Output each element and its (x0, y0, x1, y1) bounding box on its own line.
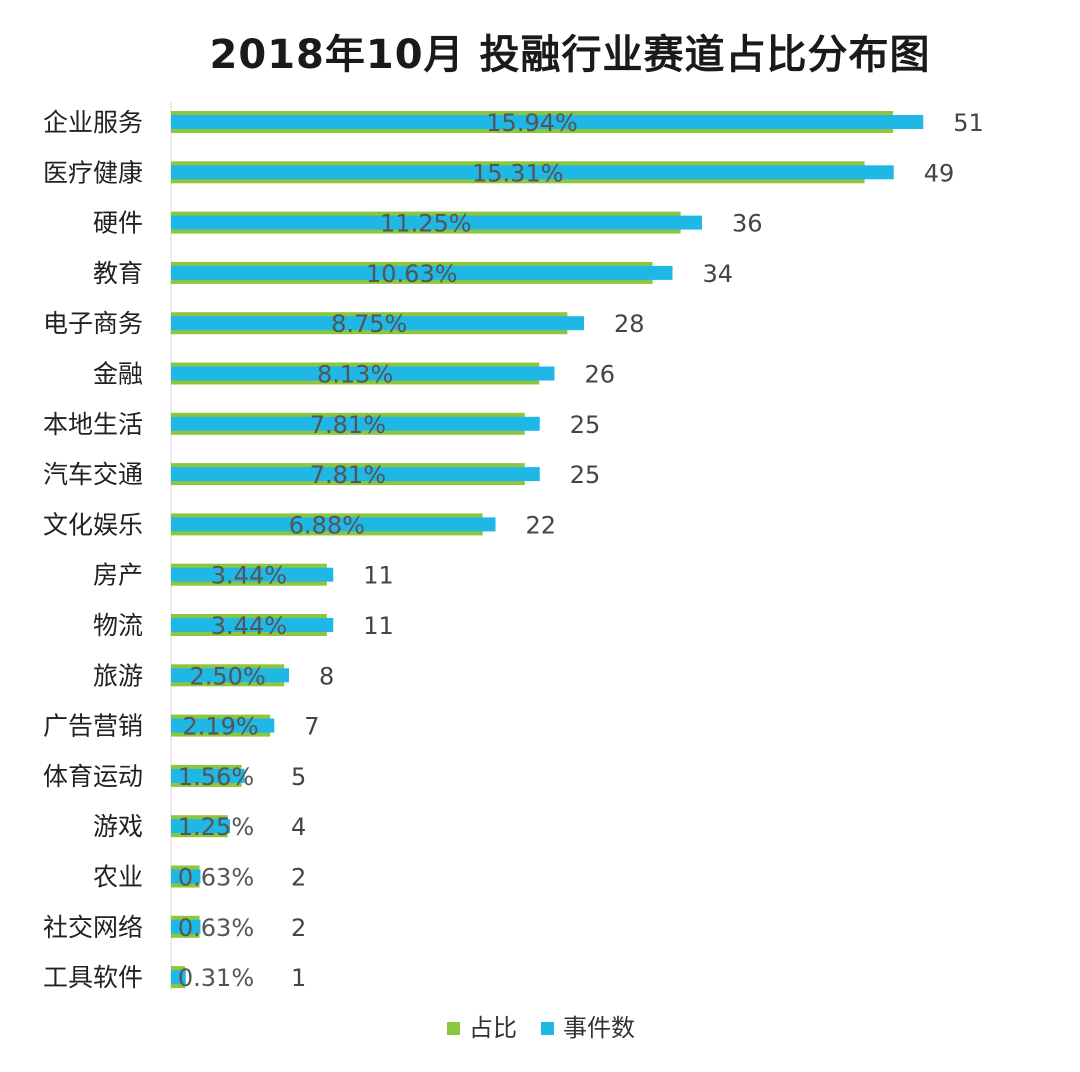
bar-events (171, 316, 584, 331)
events-data-label: 7 (304, 713, 319, 741)
bar-events (171, 416, 540, 431)
chart-title: 2018年10月 投融行业赛道占比分布图 (209, 32, 931, 78)
share-data-label: 0.31% (178, 964, 254, 992)
bar-events (171, 819, 230, 834)
bar-events (171, 919, 201, 934)
category-label: 汽车交通 (43, 460, 143, 489)
category-label: 硬件 (93, 209, 143, 238)
bar-events (171, 265, 673, 280)
category-label: 医疗健康 (43, 158, 143, 187)
bar-events (171, 970, 186, 985)
share-data-label: 10.63% (366, 260, 458, 288)
share-data-label: 0.63% (178, 864, 254, 892)
events-data-label: 51 (953, 109, 984, 137)
category-label: 金融 (93, 360, 143, 389)
category-label: 农业 (93, 863, 143, 892)
share-data-label: 8.13% (317, 361, 393, 389)
bar-events (171, 115, 924, 129)
share-data-label: 15.94% (486, 109, 578, 137)
share-data-label: 1.25% (178, 813, 254, 841)
chart-legend: 占比 事件数 (447, 1014, 635, 1042)
category-label: 企业服务 (43, 108, 143, 137)
legend-swatch (447, 1022, 460, 1035)
category-label: 工具软件 (43, 963, 143, 992)
category-label: 教育 (93, 259, 143, 288)
events-data-label: 2 (291, 914, 306, 942)
events-data-label: 8 (319, 662, 334, 690)
category-label: 游戏 (93, 812, 143, 841)
bar-events (171, 618, 334, 632)
category-label: 物流 (93, 611, 143, 640)
share-data-label: 3.44% (211, 562, 287, 590)
events-data-label: 2 (291, 864, 306, 892)
events-data-label: 25 (570, 411, 601, 439)
events-data-label: 1 (291, 964, 306, 992)
events-data-label: 25 (570, 461, 601, 489)
category-label: 本地生活 (43, 410, 143, 439)
share-data-label: 6.88% (289, 511, 365, 539)
events-data-label: 49 (924, 159, 955, 187)
category-label: 体育运动 (43, 762, 143, 791)
category-label: 社交网络 (43, 913, 143, 942)
share-data-label: 3.44% (211, 612, 287, 640)
legend-label: 占比 (469, 1014, 517, 1042)
bar-events (171, 517, 496, 532)
events-data-label: 11 (363, 612, 394, 640)
events-data-label: 26 (585, 361, 616, 389)
category-label: 房产 (93, 561, 143, 590)
bar-events (171, 668, 289, 683)
bar-events (171, 215, 702, 230)
share-data-label: 8.75% (331, 310, 407, 338)
events-data-label: 4 (291, 813, 306, 841)
share-data-label: 2.50% (190, 662, 266, 690)
category-label: 旅游 (93, 661, 143, 690)
legend-swatch (541, 1022, 554, 1035)
share-data-label: 11.25% (380, 210, 472, 238)
bar-events (171, 165, 894, 180)
events-data-label: 36 (732, 210, 763, 238)
bar-events (171, 366, 555, 381)
bar-events (171, 869, 201, 884)
share-data-label: 0.63% (178, 914, 254, 942)
events-data-label: 5 (291, 763, 306, 791)
category-label: 电子商务 (43, 309, 143, 338)
category-label: 广告营销 (43, 712, 143, 741)
events-data-label: 22 (526, 511, 557, 539)
legend-label: 事件数 (563, 1014, 635, 1042)
share-data-label: 7.81% (310, 461, 386, 489)
events-data-label: 34 (703, 260, 734, 288)
share-data-label: 2.19% (182, 713, 258, 741)
share-data-label: 7.81% (310, 411, 386, 439)
category-label: 文化娱乐 (43, 510, 143, 539)
bar-events (171, 768, 245, 783)
share-data-label: 15.31% (472, 159, 564, 187)
bar-events (171, 718, 275, 733)
bar-events (171, 567, 334, 582)
events-data-label: 11 (363, 562, 394, 590)
events-data-label: 28 (614, 310, 645, 338)
bar-events (171, 467, 540, 482)
share-data-label: 1.56% (178, 763, 254, 791)
